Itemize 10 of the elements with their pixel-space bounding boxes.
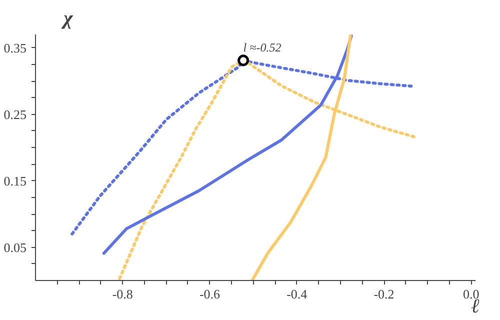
x-tick-label: -0.2: [374, 286, 394, 302]
y-tick-label: 0.15: [4, 173, 26, 188]
x-tick-label: -0.6: [199, 286, 221, 302]
x-tick-label: -0.8: [112, 286, 133, 302]
y-tick-label: 0.25: [4, 106, 26, 122]
y-tick-label: 0.05: [4, 240, 26, 255]
annotation: l ≈-0.52: [243, 40, 282, 54]
y-tick-label: 0.35: [4, 40, 26, 56]
y-axis-title: χ: [60, 8, 74, 30]
x-tick-label: -0.4: [286, 286, 308, 302]
